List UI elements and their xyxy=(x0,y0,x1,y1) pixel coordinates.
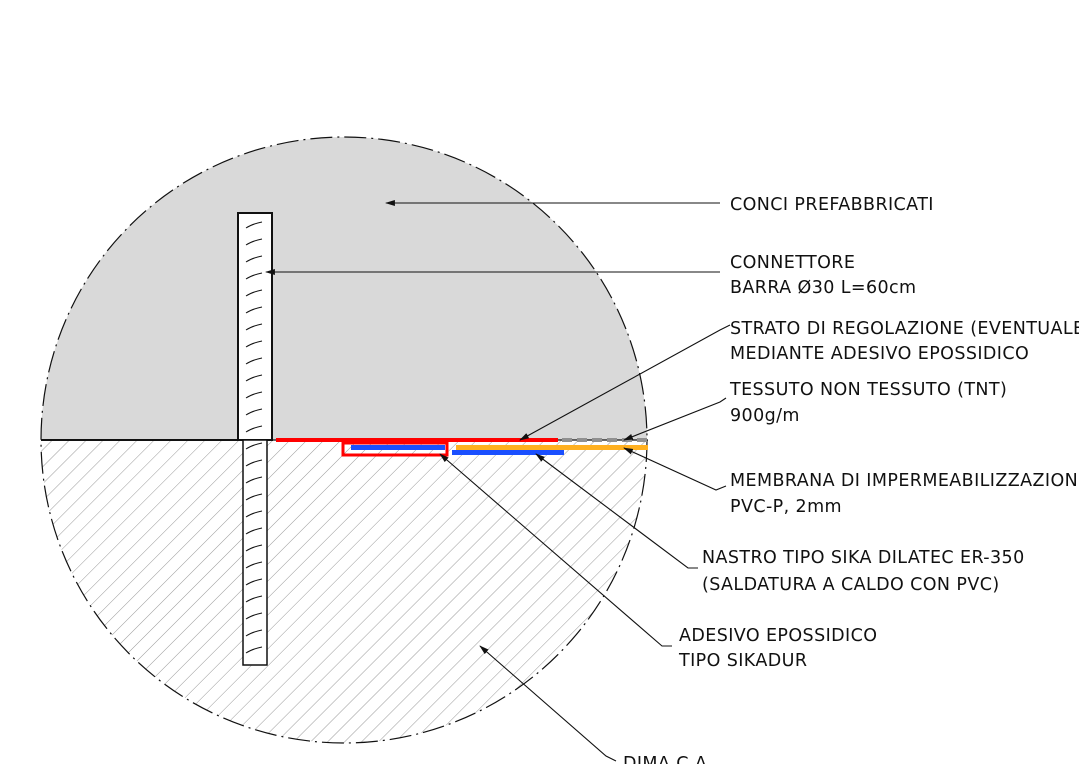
rebar-rib xyxy=(245,425,263,433)
rebar-rib xyxy=(245,442,263,450)
rebar-rib xyxy=(245,629,263,637)
label-nastro-note: (SALDATURA A CALDO CON PVC) xyxy=(702,575,1000,595)
leader-membrana xyxy=(623,447,727,491)
label-nastro: NASTRO TIPO SIKA DILATEC ER-350 xyxy=(702,548,1025,568)
rebar-rib xyxy=(245,408,263,416)
tape-layer-left xyxy=(351,445,445,450)
rebar-rib xyxy=(245,357,263,365)
rebar-rib xyxy=(245,595,263,603)
leader-strato xyxy=(519,324,731,441)
connector-bar xyxy=(237,212,273,666)
rebar-rib xyxy=(245,221,263,229)
epoxy-adhesive-frame xyxy=(341,441,449,457)
rebar-rib xyxy=(245,561,263,569)
rebar-rib xyxy=(245,510,263,518)
cast-in-place-hatch xyxy=(41,440,647,743)
label-connettore: CONNETTORE xyxy=(730,253,855,273)
leader-tessuto xyxy=(623,397,727,441)
rebar-rib xyxy=(245,340,263,348)
rebar-rib xyxy=(245,255,263,263)
rebar-rib xyxy=(245,459,263,467)
label-adesivo: ADESIVO EPOSSIDICO xyxy=(679,626,877,646)
label-connettore-bar: BARRA Ø30 L=60cm xyxy=(730,278,916,298)
label-adesivo-type: TIPO SIKADUR xyxy=(678,651,807,671)
membrane-layer xyxy=(456,445,648,450)
rebar-rib xyxy=(245,391,263,399)
rebar-rib xyxy=(245,272,263,280)
tape-layer-right xyxy=(452,450,564,455)
rebar-rib xyxy=(245,612,263,620)
precast-segment-area xyxy=(41,137,647,440)
rebar-rib xyxy=(245,527,263,535)
label-tessuto-weight: 900g/m xyxy=(730,406,800,426)
rebar-rib xyxy=(245,374,263,382)
rebar-rib xyxy=(245,646,263,654)
leader-adesivo xyxy=(439,453,672,647)
label-dima: DIMA C.A. xyxy=(623,754,713,764)
label-strato: STRATO DI REGOLAZIONE (EVENTUALE) xyxy=(730,319,1079,339)
rebar-rib xyxy=(245,238,263,246)
rebar-rib xyxy=(245,476,263,484)
label-strato-adesivo: MEDIANTE ADESIVO EPOSSIDICO xyxy=(730,344,1029,364)
leader-dima xyxy=(479,645,617,762)
rebar-rib xyxy=(245,578,263,586)
leader-nastro xyxy=(535,453,698,569)
label-conci: CONCI PREFABBRICATI xyxy=(730,195,934,215)
rebar-rib xyxy=(245,289,263,297)
label-membrana: MEMBRANA DI IMPERMEABILIZZAZIONE xyxy=(730,471,1079,491)
rebar-rib xyxy=(245,306,263,314)
label-tessuto: TESSUTO NON TESSUTO (TNT) xyxy=(729,380,1007,400)
rebar-rib xyxy=(245,493,263,501)
epoxy-regulation-layer xyxy=(276,438,558,442)
rebar-rib xyxy=(245,323,263,331)
rebar-rib xyxy=(245,544,263,552)
label-membrana-spec: PVC-P, 2mm xyxy=(730,497,842,517)
